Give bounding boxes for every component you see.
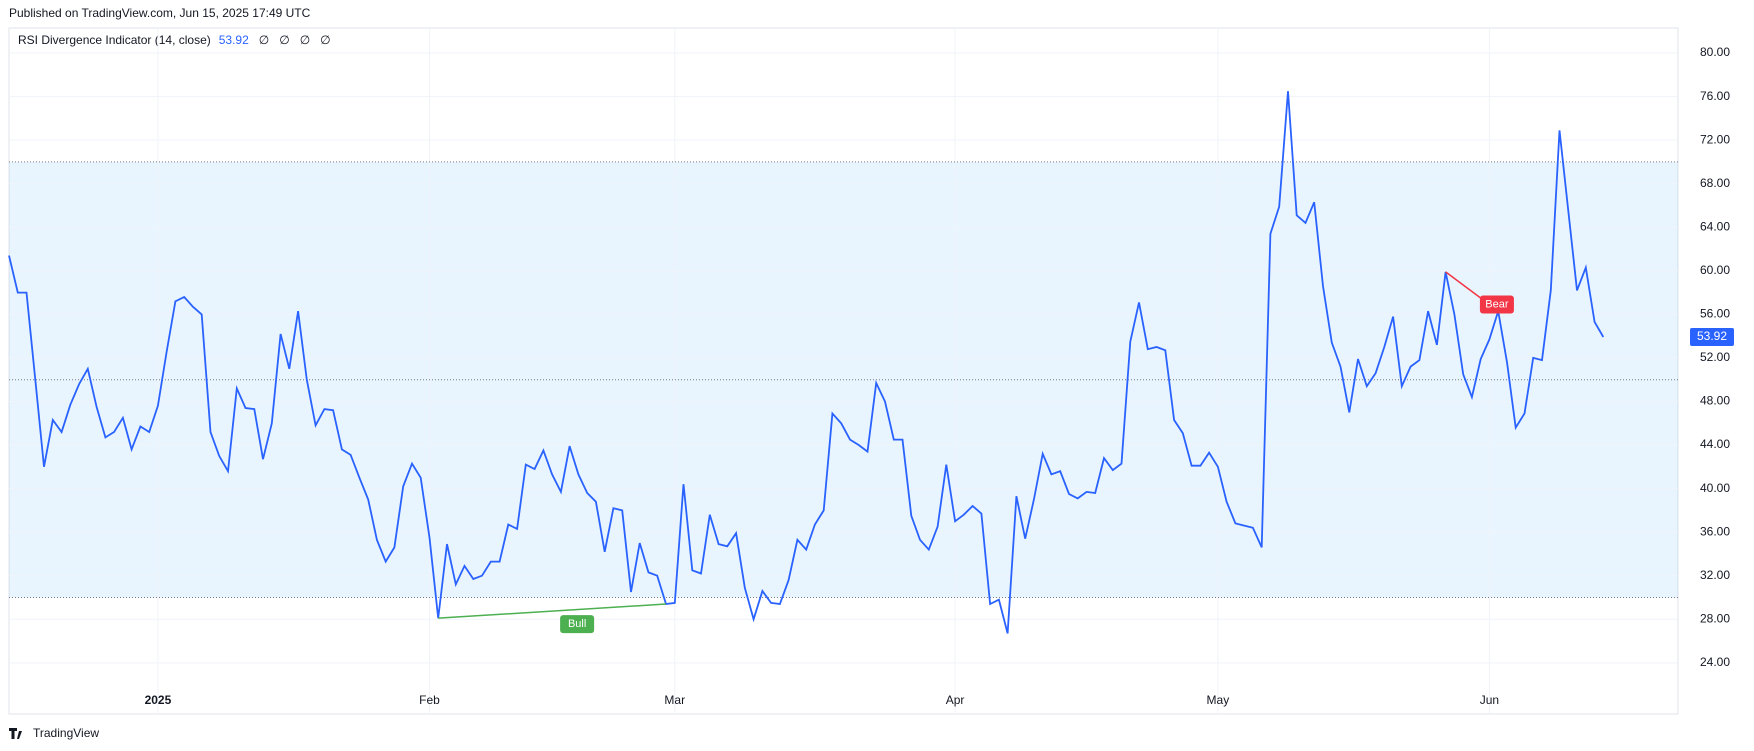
x-tick-label: Jun (1480, 693, 1499, 707)
published-note: Published on TradingView.com, Jun 15, 20… (9, 6, 311, 20)
y-tick-label: 24.00 (1700, 655, 1730, 669)
y-tick-label: 68.00 (1700, 176, 1730, 190)
rsi-line (8, 91, 1605, 634)
pane-border (8, 27, 1679, 715)
y-tick-label: 80.00 (1700, 45, 1730, 59)
y-tick-label: 28.00 (1700, 611, 1730, 625)
brand: TradingView (33, 726, 99, 740)
legend-symbol: ∅ (300, 33, 310, 47)
y-tick-label: 72.00 (1700, 132, 1730, 146)
divergence-badge (1479, 295, 1514, 314)
legend-value: 53.92 (219, 33, 249, 47)
legend-symbol: ∅ (320, 33, 330, 47)
y-tick-label: 60.00 (1700, 263, 1730, 277)
x-tick-label: Feb (419, 693, 440, 707)
y-tick-label: 44.00 (1700, 437, 1730, 451)
legend: RSI Divergence Indicator (14, close) 53.… (18, 33, 331, 47)
divergence-label: Bull (568, 618, 586, 630)
last-value-label: 53.92 (1697, 329, 1727, 343)
y-tick-label: 56.00 (1700, 307, 1730, 321)
y-tick-label: 48.00 (1700, 394, 1730, 408)
y-tick-label: 40.00 (1700, 481, 1730, 495)
last-value-badge (1690, 328, 1734, 347)
x-tick-label: Mar (664, 693, 685, 707)
indicator-name: RSI Divergence Indicator (14, close) (18, 33, 211, 47)
legend-symbol: ∅ (259, 33, 269, 47)
divergence-line (438, 603, 667, 619)
x-tick-label: May (1207, 693, 1230, 707)
y-tick-label: 36.00 (1700, 524, 1730, 538)
y-tick-label: 32.00 (1700, 568, 1730, 582)
y-tick-label: 76.00 (1700, 89, 1730, 103)
x-tick-label: 2025 (145, 693, 172, 707)
legend-symbol: ∅ (279, 33, 289, 47)
divergence-badge (560, 615, 595, 634)
y-tick-label: 64.00 (1700, 219, 1730, 233)
x-tick-label: Apr (946, 693, 965, 707)
divergence-label: Bear (1485, 298, 1509, 310)
footer-logo: TradingView (9, 726, 99, 740)
y-tick-label: 52.00 (1700, 350, 1730, 364)
